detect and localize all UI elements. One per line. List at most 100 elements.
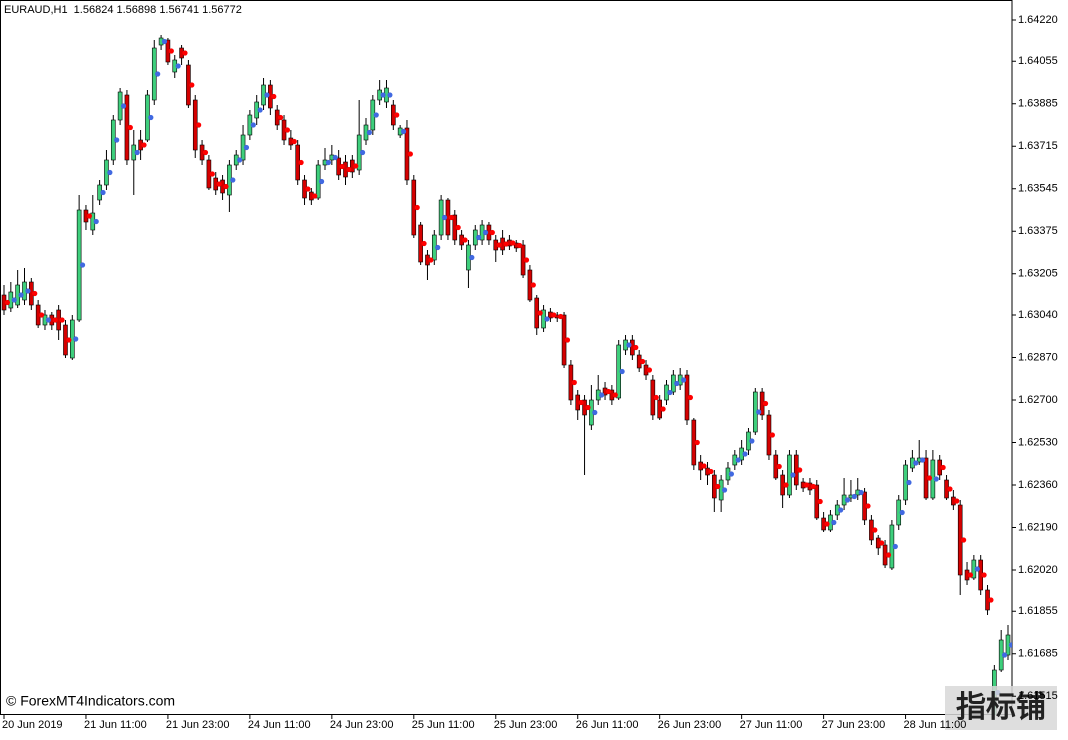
- signal-dot: [107, 169, 113, 176]
- y-tick-label: 1.62020: [1018, 564, 1058, 576]
- signal-dot: [742, 451, 748, 457]
- signal-dot: [45, 317, 51, 323]
- signal-dot: [298, 159, 304, 166]
- candle-body: [1013, 578, 1017, 640]
- signal-dot: [100, 189, 106, 196]
- signal-dot: [756, 409, 762, 415]
- signal-dot: [803, 482, 810, 488]
- x-tick-label: 25 Jun 23:00: [494, 719, 558, 731]
- signal-dot: [967, 572, 974, 578]
- signal-dot: [264, 92, 270, 98]
- signal-dot: [865, 503, 871, 509]
- x-tick-label: 27 Jun 11:00: [740, 719, 803, 731]
- signal-dot: [366, 129, 373, 136]
- signal-dot: [899, 509, 905, 516]
- signal-dot: [373, 112, 379, 118]
- signal-dot: [318, 178, 325, 185]
- signal-dot: [708, 468, 714, 475]
- signal-dot: [414, 204, 420, 211]
- signal-dot: [73, 336, 79, 342]
- signal-dot: [605, 388, 612, 395]
- signal-dot: [148, 114, 154, 121]
- signal-dot: [230, 177, 236, 183]
- corner-mark: 指标铺: [956, 691, 1046, 724]
- signal-dot: [858, 489, 864, 496]
- signal-dot: [448, 214, 454, 221]
- y-tick-label: 1.62190: [1018, 521, 1058, 533]
- signal-dot: [257, 107, 263, 113]
- signal-dot: [831, 519, 837, 526]
- signal-dot: [667, 389, 673, 396]
- signal-dot: [981, 572, 987, 578]
- signal-dot: [86, 213, 92, 219]
- signal-dot: [646, 367, 653, 373]
- signal-dot: [783, 482, 789, 488]
- x-tick-label: 21 Jun 11:00: [84, 719, 147, 731]
- signal-dot: [578, 399, 584, 406]
- signal-dot: [721, 487, 728, 493]
- signal-dot: [599, 392, 605, 398]
- signal-dot: [954, 498, 960, 504]
- signal-dot: [223, 183, 229, 190]
- signal-dot: [237, 157, 243, 163]
- watermark: © ForexMT4Indicators.com: [6, 693, 175, 709]
- signal-dot: [735, 457, 741, 463]
- signal-dot: [278, 114, 284, 121]
- signal-dot: [469, 254, 475, 261]
- x-tick-label: 27 Jun 23:00: [822, 719, 886, 731]
- signal-dot: [161, 38, 168, 45]
- signal-dot: [885, 552, 892, 558]
- signal-dot: [250, 122, 256, 128]
- signal-dot: [52, 317, 58, 323]
- signal-dot: [715, 483, 721, 490]
- signal-dot: [141, 142, 147, 148]
- signal-dot: [1008, 642, 1012, 648]
- signal-dot: [120, 103, 127, 109]
- y-tick-label: 1.64220: [1018, 14, 1058, 26]
- signal-dot: [906, 479, 912, 486]
- x-tick-label: 24 Jun 23:00: [330, 719, 394, 731]
- y-tick-label: 1.61515: [1018, 690, 1058, 702]
- signal-dot: [339, 163, 345, 170]
- signal-dot: [530, 282, 536, 288]
- signal-dot: [797, 467, 803, 473]
- signal-dot: [776, 463, 782, 470]
- signal-dot: [503, 241, 509, 247]
- x-tick-label: 26 Jun 11:00: [576, 719, 639, 731]
- y-tick-label: 1.63040: [1018, 309, 1058, 321]
- signal-dot: [687, 394, 694, 401]
- y-tick-label: 1.63715: [1018, 140, 1058, 152]
- signal-dot: [824, 521, 830, 527]
- y-tick-label: 1.62870: [1018, 351, 1058, 363]
- signal-dot: [660, 406, 666, 412]
- x-tick-label: 28 Jun 11:00: [904, 719, 967, 731]
- signal-dot: [421, 240, 427, 247]
- y-tick-label: 1.63545: [1018, 183, 1058, 195]
- signal-dot: [428, 257, 434, 263]
- signal-dot: [25, 288, 31, 294]
- signal-dot: [810, 483, 816, 490]
- signal-dot: [592, 409, 598, 416]
- chart-title: EURAUD,H1 1.56824 1.56898 1.56741 1.5677…: [4, 4, 242, 16]
- signal-dot: [612, 392, 618, 398]
- y-tick-label: 1.61855: [1018, 605, 1058, 617]
- signal-dot: [196, 122, 202, 128]
- signal-dot: [325, 159, 332, 166]
- signal-dot: [18, 292, 24, 298]
- y-tick-label: 1.62700: [1018, 394, 1058, 406]
- corner-badge: [945, 686, 1057, 730]
- signal-dot: [940, 464, 946, 471]
- signal-dot: [551, 312, 557, 318]
- signal-dot: [872, 527, 878, 533]
- signal-dot: [312, 193, 318, 199]
- signal-dot: [400, 128, 407, 135]
- signal-dot: [271, 93, 277, 100]
- signal-dot: [933, 476, 939, 482]
- plot-area: [1, 35, 1017, 715]
- signal-dot: [353, 163, 359, 169]
- signal-dot: [694, 439, 700, 446]
- signal-dot: [216, 181, 222, 187]
- signal-dot: [517, 242, 523, 249]
